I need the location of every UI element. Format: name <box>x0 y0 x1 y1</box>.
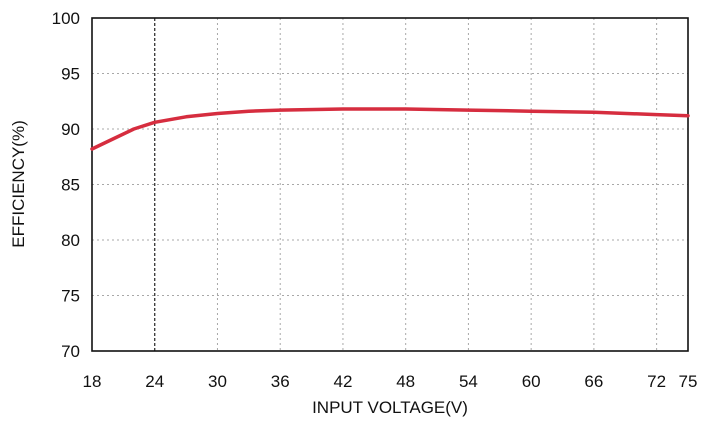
y-tick-label: 75 <box>61 287 80 306</box>
x-tick-label: 36 <box>271 372 290 391</box>
x-axis-title: INPUT VOLTAGE(V) <box>312 398 468 417</box>
x-tick-label: 48 <box>396 372 415 391</box>
x-tick-labels: 18 24 30 36 42 48 54 60 66 72 75 <box>83 372 698 391</box>
plot-frame <box>91 17 689 352</box>
efficiency-series-line <box>90 107 690 151</box>
y-tick-label: 90 <box>61 120 80 139</box>
x-tick-label: 18 <box>83 372 102 391</box>
x-tick-label: 60 <box>522 372 541 391</box>
x-tick-label: 24 <box>145 372 164 391</box>
y-tick-label: 70 <box>61 342 80 361</box>
y-tick-label: 100 <box>52 9 80 28</box>
y-axis-title: EFFICIENCY(%) <box>9 120 28 248</box>
x-tick-label: 75 <box>679 372 698 391</box>
grid <box>92 18 688 351</box>
x-tick-label: 66 <box>584 372 603 391</box>
y-tick-labels: 70 75 80 85 90 95 100 <box>52 9 80 361</box>
x-tick-label: 30 <box>208 372 227 391</box>
series-layer <box>90 107 690 151</box>
x-tick-label: 72 <box>647 372 666 391</box>
x-tick-label: 42 <box>333 372 352 391</box>
y-tick-label: 80 <box>61 231 80 250</box>
y-tick-label: 85 <box>61 176 80 195</box>
x-tick-label: 54 <box>459 372 478 391</box>
y-tick-label: 95 <box>61 65 80 84</box>
